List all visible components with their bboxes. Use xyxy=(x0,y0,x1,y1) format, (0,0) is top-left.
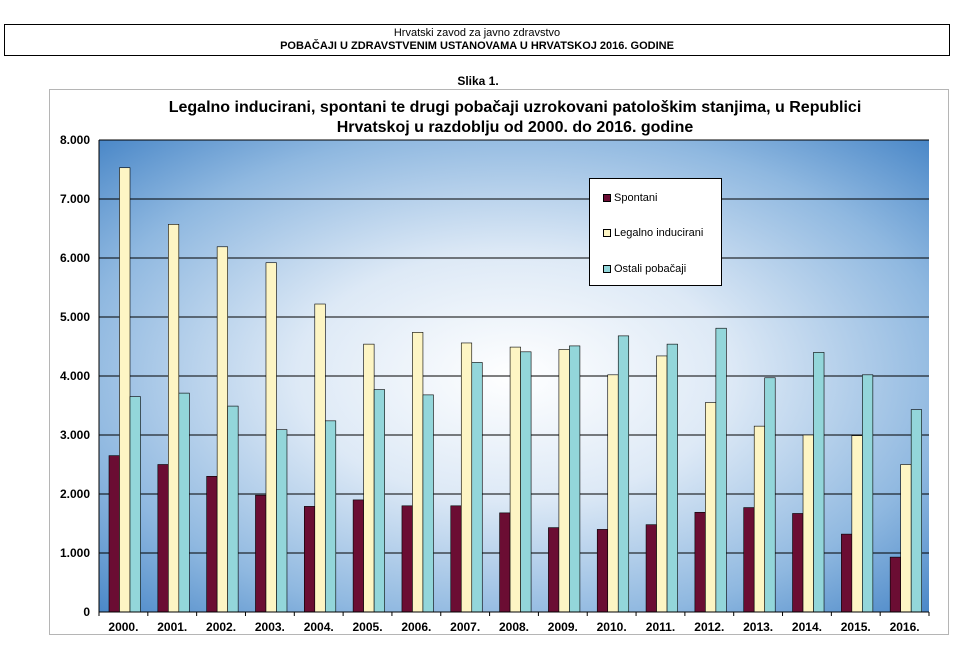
bar-spontani xyxy=(596,529,609,613)
bar-legalno-inducirani xyxy=(900,464,912,613)
bar-ostali-pobacaji xyxy=(910,409,922,613)
x-tick-label: 2015. xyxy=(841,620,871,634)
bar-spontani xyxy=(792,513,804,613)
bar-ostali-pobacaji xyxy=(520,351,532,613)
bar-legalno-inducirani xyxy=(412,332,424,613)
legend-item-ostali-pobacaji: Ostali pobačaji xyxy=(603,262,686,276)
y-tick-label: 7.000 xyxy=(60,192,90,206)
y-tick-label: 2.000 xyxy=(60,487,90,501)
bar-ostali-pobacaji xyxy=(862,374,874,613)
bar-legalno-inducirani xyxy=(460,342,473,613)
bar-legalno-inducirani xyxy=(802,434,814,613)
bar-legalno-inducirani xyxy=(851,435,863,613)
bar-legalno-inducirani xyxy=(753,425,766,613)
chart-title: Legalno inducirani, spontani te drugi po… xyxy=(100,98,930,138)
x-tick-label: 2012. xyxy=(694,620,724,634)
bar-ostali-pobacaji xyxy=(764,377,776,613)
bar-ostali-pobacaji xyxy=(715,327,727,613)
legend-swatch-spontani xyxy=(603,194,611,203)
bar-spontani xyxy=(841,533,853,613)
bar-spontani xyxy=(743,507,755,613)
bar-spontani xyxy=(206,475,218,613)
y-tick-label: 1.000 xyxy=(60,546,90,560)
bar-ostali-pobacaji xyxy=(666,343,678,613)
x-tick-label: 2009. xyxy=(548,620,578,634)
y-tick-label: 0 xyxy=(83,605,90,619)
x-tick-label: 2000. xyxy=(108,620,138,634)
x-tick-label: 2002. xyxy=(206,620,236,634)
x-tick-label: 2007. xyxy=(450,620,480,634)
bar-ostali-pobacaji xyxy=(324,420,337,613)
y-tick-label: 6.000 xyxy=(60,251,90,265)
bar-spontani xyxy=(548,527,560,613)
bar-spontani xyxy=(255,494,267,613)
bar-ostali-pobacaji xyxy=(129,396,141,613)
bar-legalno-inducirani xyxy=(705,402,717,613)
bar-ostali-pobacaji xyxy=(276,429,288,613)
x-tick-label: 2004. xyxy=(304,620,334,634)
x-tick-label: 2011. xyxy=(646,620,675,634)
bar-spontani xyxy=(450,505,462,613)
x-tick-label: 2014. xyxy=(792,620,822,634)
report-header: Hrvatski zavod za javno zdravstvo POBAČA… xyxy=(4,24,950,56)
bar-spontani xyxy=(694,511,706,613)
bar-spontani xyxy=(303,506,316,613)
bar-legalno-inducirani xyxy=(265,262,277,613)
bar-legalno-inducirani xyxy=(363,343,375,613)
y-tick-label: 5.000 xyxy=(60,310,90,324)
legend-item-spontani: Spontani xyxy=(603,191,657,205)
bar-legalno-inducirani xyxy=(314,303,326,613)
x-tick-label: 2013. xyxy=(743,620,773,634)
bar-ostali-pobacaji xyxy=(178,392,190,613)
institution-name: Hrvatski zavod za javno zdravstvo xyxy=(393,27,561,39)
y-tick-label: 3.000 xyxy=(60,428,90,442)
bar-ostali-pobacaji xyxy=(813,352,825,613)
bar-ostali-pobacaji xyxy=(617,335,630,613)
chart-title-line-1: Legalno inducirani, spontani te drugi po… xyxy=(168,99,862,116)
x-tick-label: 2016. xyxy=(890,620,920,634)
bar-ostali-pobacaji xyxy=(227,405,239,613)
bar-legalno-inducirani xyxy=(509,346,521,613)
x-tick-label: 2003. xyxy=(255,620,285,634)
legend-item-legalno-inducirani: Legalno inducirani xyxy=(603,226,703,240)
bar-ostali-pobacaji xyxy=(471,362,483,613)
legend-swatch-ostali-pobacaji xyxy=(603,265,611,274)
legend-label-ostali-pobacaji: Ostali pobačaji xyxy=(614,263,687,276)
legend-label-legalno-inducirani: Legalno inducirani xyxy=(614,227,704,240)
bar-spontani xyxy=(889,556,901,613)
bar-spontani xyxy=(157,464,169,613)
x-tick-label: 2005. xyxy=(353,620,383,634)
bar-legalno-inducirani xyxy=(558,349,570,613)
y-tick-label: 8.000 xyxy=(60,133,90,147)
figure-label: Slika 1. xyxy=(457,74,499,88)
x-tick-label: 2008. xyxy=(499,620,529,634)
bar-legalno-inducirani xyxy=(216,246,228,613)
bar-spontani xyxy=(499,512,511,613)
x-tick-label: 2010. xyxy=(597,620,627,634)
bar-legalno-inducirani xyxy=(168,224,180,613)
y-tick-label: 4.000 xyxy=(60,369,90,383)
bar-spontani xyxy=(645,524,657,613)
document-title: POBAČAJI U ZDRAVSTVENIM USTANOVAMA U HRV… xyxy=(280,40,674,52)
bar-legalno-inducirani xyxy=(656,355,668,613)
bar-ostali-pobacaji xyxy=(422,394,434,613)
bar-ostali-pobacaji xyxy=(569,345,581,613)
bar-legalno-inducirani xyxy=(607,374,619,613)
legend-label-spontani: Spontani xyxy=(614,192,658,205)
bar-legalno-inducirani xyxy=(119,167,131,613)
bar-ostali-pobacaji xyxy=(373,389,385,613)
chart-legend: Spontani Legalno inducirani Ostali pobač… xyxy=(589,178,722,286)
x-tick-label: 2001. xyxy=(157,620,187,634)
bar-spontani xyxy=(352,499,364,613)
chart-title-line-2: Hrvatskoj u razdoblju od 2000. do 2016. … xyxy=(336,119,694,136)
legend-swatch-legalno-inducirani xyxy=(603,229,611,238)
bar-spontani xyxy=(108,455,120,613)
bar-spontani xyxy=(401,505,413,613)
x-tick-label: 2006. xyxy=(401,620,431,634)
